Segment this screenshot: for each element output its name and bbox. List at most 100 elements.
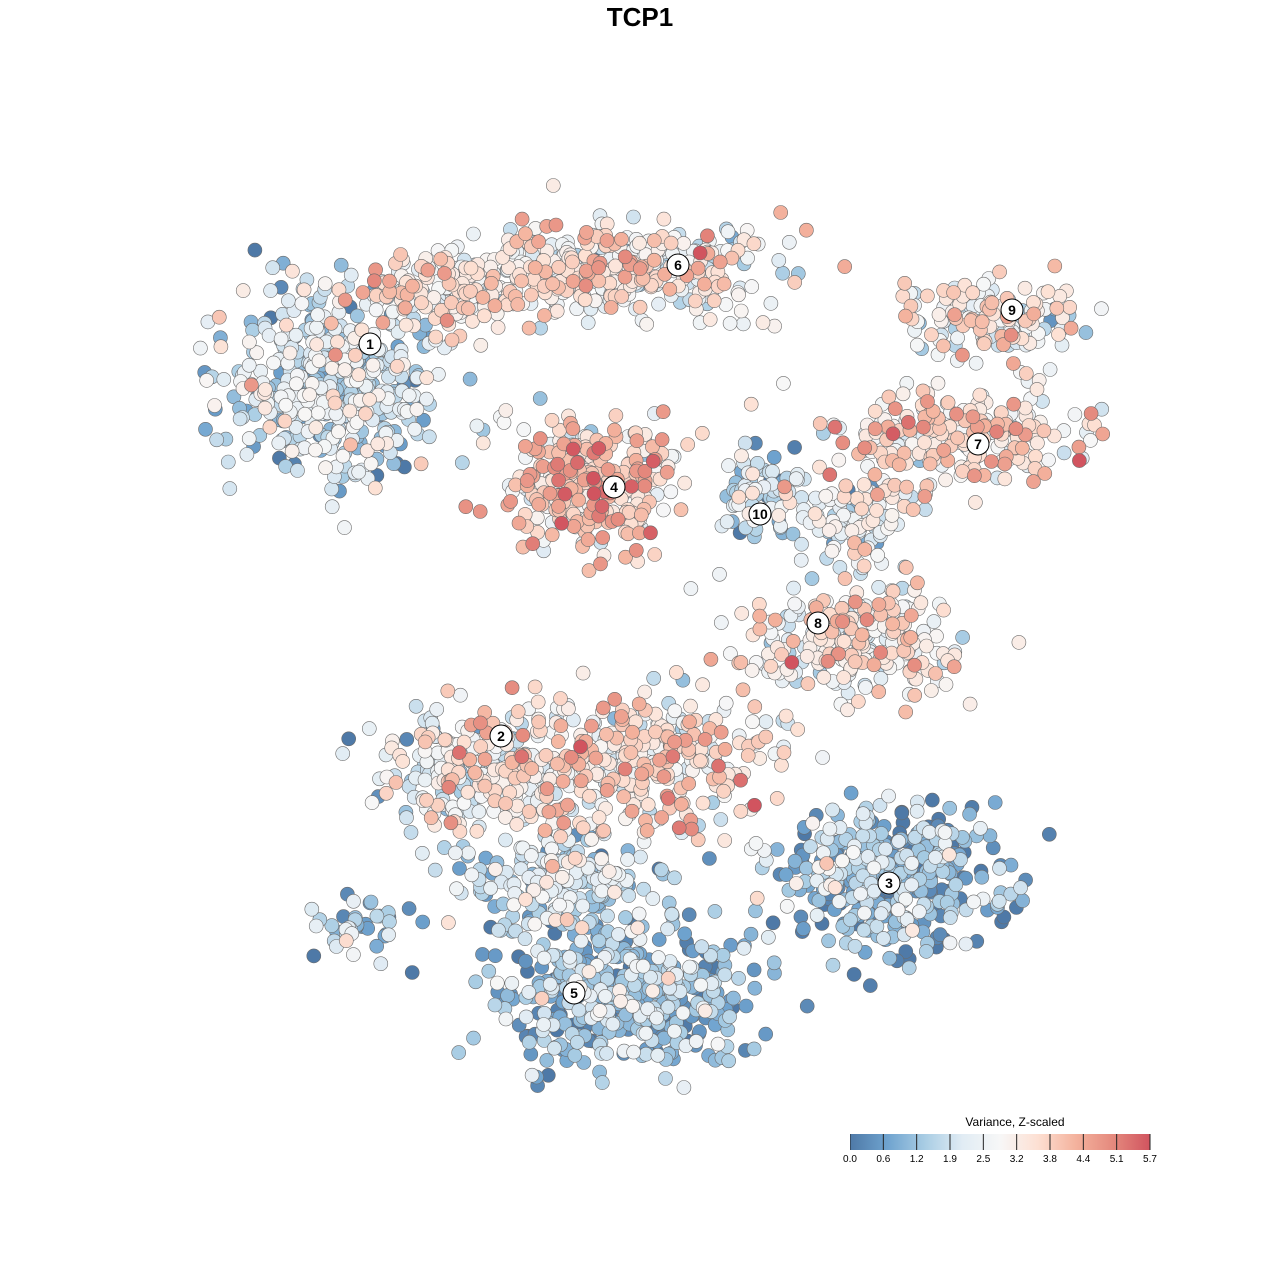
cell-point — [1063, 320, 1079, 336]
cell-point — [721, 1053, 737, 1069]
cell-point — [682, 714, 697, 730]
cell-point — [984, 454, 999, 469]
cell-point — [885, 616, 900, 632]
cell-point — [620, 852, 635, 867]
cell-point — [766, 449, 782, 465]
cell-point — [777, 479, 792, 495]
cell-point — [437, 266, 452, 281]
cell-point — [1047, 258, 1063, 274]
cell-point — [475, 947, 490, 962]
cell-point — [909, 803, 925, 819]
cell-point — [735, 682, 751, 698]
cell-point — [940, 395, 956, 410]
cell-point — [629, 433, 645, 449]
cell-point — [608, 408, 624, 423]
cell-point — [515, 727, 531, 743]
cell-point — [521, 1034, 537, 1050]
cell-point — [263, 283, 278, 298]
cell-point — [594, 851, 609, 867]
cell-point — [677, 926, 693, 942]
cell-point — [803, 839, 818, 854]
cell-point — [992, 264, 1007, 280]
cell-point — [639, 823, 655, 838]
cell-point — [928, 666, 943, 681]
cell-point — [363, 894, 379, 910]
cell-point — [695, 795, 711, 811]
cell-point — [763, 658, 779, 674]
cell-point — [452, 861, 467, 876]
cell-point — [616, 789, 632, 805]
cell-point — [651, 296, 666, 312]
cell-point — [667, 870, 682, 886]
cell-point — [586, 470, 601, 486]
cell-point — [571, 492, 586, 508]
cell-point — [1071, 439, 1087, 455]
cell-point — [713, 615, 729, 630]
cell-point — [785, 526, 801, 542]
cell-point — [747, 699, 763, 715]
cell-point — [351, 367, 367, 383]
cell-point — [898, 560, 914, 575]
cell-point — [510, 297, 526, 312]
cell-point — [308, 442, 323, 458]
cell-point — [521, 320, 537, 336]
cell-point — [419, 792, 434, 808]
cell-point — [595, 700, 611, 716]
cell-point — [917, 489, 933, 504]
cell-point — [582, 788, 597, 804]
cell-point — [881, 788, 896, 804]
cell-point — [667, 703, 683, 719]
cell-point — [570, 455, 585, 471]
cell-point — [241, 357, 257, 373]
cell-point — [721, 458, 736, 473]
cell-point — [904, 877, 919, 893]
cell-point — [613, 993, 628, 1009]
cell-point — [407, 421, 423, 437]
cell-point — [788, 876, 804, 891]
legend-tick-label: 0.6 — [876, 1154, 891, 1165]
cell-point — [453, 687, 468, 703]
cell-point — [1006, 396, 1022, 412]
cell-point — [997, 456, 1013, 472]
cell-point — [555, 774, 571, 789]
cell-point — [899, 479, 914, 495]
cell-point — [790, 722, 806, 737]
cell-point — [774, 647, 789, 662]
cell-point — [524, 1067, 540, 1083]
cell-point — [955, 630, 970, 645]
legend-tick-label: 1.2 — [909, 1154, 924, 1165]
cluster-label-text: 10 — [752, 506, 768, 522]
cell-point — [463, 283, 478, 299]
cell-point — [836, 634, 852, 649]
cell-point — [469, 823, 485, 839]
cell-point — [475, 435, 491, 451]
cell-point — [317, 276, 333, 292]
cell-point — [871, 684, 887, 700]
cell-point — [487, 298, 503, 314]
cell-point — [815, 750, 830, 765]
cell-point — [1008, 421, 1024, 437]
cell-point — [575, 898, 591, 914]
legend-tick-label: 4.4 — [1076, 1154, 1091, 1165]
cell-point — [222, 481, 238, 496]
cell-point — [745, 485, 760, 501]
cell-point — [674, 796, 689, 812]
cell-point — [309, 320, 324, 335]
cell-point — [335, 746, 351, 761]
cell-point — [683, 581, 699, 596]
cell-point — [976, 336, 992, 352]
cell-point — [363, 456, 379, 472]
cell-point — [448, 845, 463, 861]
cell-point — [514, 211, 530, 227]
cell-point — [351, 464, 367, 480]
cell-point — [349, 415, 365, 430]
cell-point — [968, 495, 983, 510]
cell-point — [509, 817, 525, 832]
cell-point — [873, 645, 888, 660]
cell-point — [444, 332, 460, 348]
cell-point — [930, 375, 946, 391]
cell-point — [787, 275, 803, 290]
cell-point — [736, 940, 752, 956]
cell-point — [827, 880, 843, 895]
cell-point — [538, 748, 554, 763]
